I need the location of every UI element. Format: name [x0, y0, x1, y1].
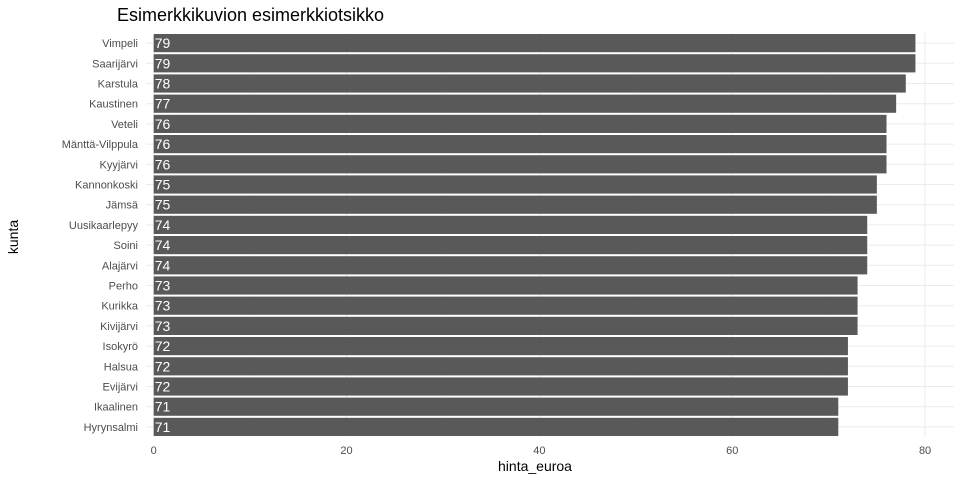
bar-value-label: 74 [155, 237, 171, 253]
x-tick-label: 40 [533, 445, 545, 457]
bar-value-label: 76 [155, 116, 171, 132]
bar [153, 54, 916, 73]
y-tick-label: Halsua [104, 361, 139, 373]
bar-value-label: 73 [155, 278, 171, 294]
bar-value-label: 72 [155, 358, 171, 374]
bar [153, 357, 848, 376]
y-tick-label: Kivijärvi [100, 321, 138, 333]
bar [153, 316, 858, 335]
y-tick-label: Perho [109, 281, 138, 293]
bar [153, 276, 858, 295]
bar [153, 34, 916, 53]
bar-value-label: 74 [155, 217, 171, 233]
bar-value-label: 71 [155, 399, 171, 415]
y-tick-label: Karstula [98, 79, 139, 91]
bar [153, 377, 848, 396]
bar-value-label: 75 [155, 177, 171, 193]
y-axis-tick-labels: Vimpeli Saarijärvi Karstula Kaustinen Veteli… [62, 38, 139, 434]
bar [153, 417, 839, 436]
bar [153, 175, 877, 194]
bar [153, 74, 906, 93]
y-tick-label: Isokyrö [103, 341, 138, 353]
bar-value-label: 74 [155, 257, 171, 273]
y-tick-label: Kurikka [101, 301, 139, 313]
x-tick-label: 60 [726, 445, 738, 457]
bar-value-label: 79 [155, 55, 171, 71]
bar [153, 114, 887, 133]
bar [153, 155, 887, 174]
bar [153, 135, 887, 154]
bar-value-label: 77 [155, 96, 171, 112]
bar [153, 296, 858, 315]
bar-value-label: 72 [155, 338, 171, 354]
x-tick-label: 80 [919, 445, 931, 457]
bar-value-label: 75 [155, 197, 171, 213]
x-tick-label: 0 [151, 445, 157, 457]
bar-value-label: 76 [155, 136, 171, 152]
bar [153, 256, 868, 275]
bar-value-label: 72 [155, 379, 171, 395]
bar [153, 337, 848, 356]
y-tick-label: Kaustinen [89, 99, 138, 111]
bar [153, 94, 897, 113]
y-tick-label: Alajärvi [102, 260, 138, 272]
bar-value-label: 73 [155, 298, 171, 314]
x-axis-tick-labels: 0 20 40 60 80 [151, 445, 932, 457]
y-tick-label: Evijärvi [103, 382, 138, 394]
bar-value-label: 76 [155, 156, 171, 172]
x-axis-title: hinta_euroa [498, 458, 572, 474]
y-tick-label: Veteli [111, 119, 138, 131]
y-tick-label: Mänttä-Vilppula [62, 139, 139, 151]
bar-labels: 79 79 78 77 76 76 76 75 75 74 74 74 73 73 73 72 72 72 71 71 [155, 35, 171, 435]
y-tick-label: Soini [114, 240, 138, 252]
bar-value-label: 71 [155, 419, 171, 435]
y-tick-label: Kyyjärvi [99, 159, 138, 171]
y-tick-label: Ikaalinen [94, 402, 138, 414]
x-tick-label: 20 [340, 445, 352, 457]
y-axis-title: kunta [5, 220, 21, 254]
bars [153, 34, 916, 436]
y-tick-label: Jämsä [106, 200, 139, 212]
bar [153, 195, 877, 214]
y-tick-label: Uusikaarlepyy [69, 220, 139, 232]
bar-value-label: 73 [155, 318, 171, 334]
y-tick-label: Vimpeli [102, 38, 138, 50]
chart-title: Esimerkkikuvion esimerkkiotsikko [117, 5, 384, 25]
bar [153, 215, 868, 234]
y-tick-label: Saarijärvi [92, 58, 138, 70]
bar-value-label: 78 [155, 76, 171, 92]
y-tick-label: Hyrynsalmi [84, 422, 138, 434]
bar-value-label: 79 [155, 35, 171, 51]
bar [153, 236, 868, 255]
y-tick-label: Kannonkoski [75, 180, 138, 192]
grid [146, 33, 954, 437]
bar [153, 397, 839, 416]
